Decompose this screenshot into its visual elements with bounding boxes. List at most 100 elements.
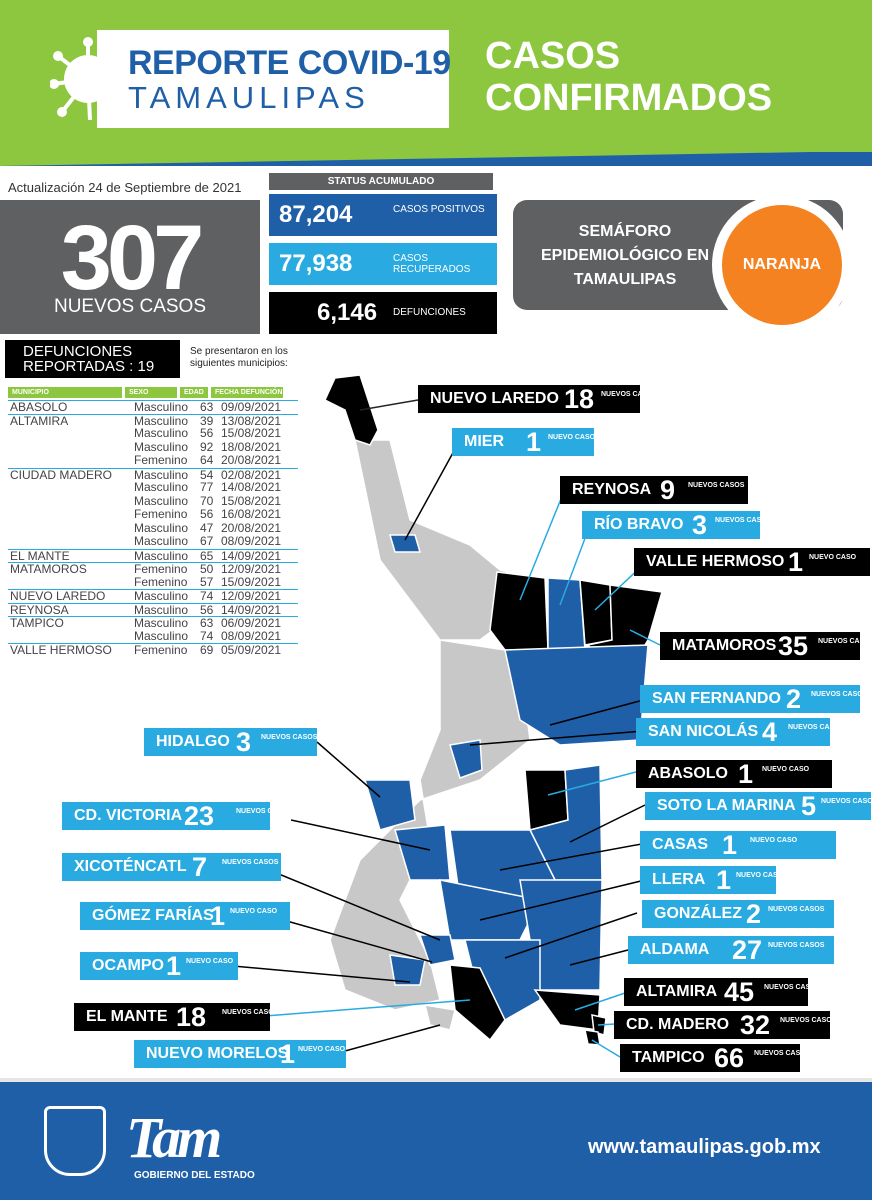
mun-cases: 3 — [692, 510, 708, 540]
table-row: TAMPICO Masculino 63 06/09/2021 — [8, 616, 298, 630]
mun-suffix: NUEVOS CASOS — [788, 724, 845, 731]
footer — [0, 1082, 872, 1200]
mun-cases: 1 — [788, 547, 804, 577]
label-valle-hermoso: VALLE HERMOSO 1 NUEVO CASO — [634, 547, 870, 577]
label-llera: LLERA 1 NUEVO CASO — [640, 865, 783, 895]
mun-cases: 1 — [716, 865, 732, 895]
mun-suffix: NUEVOS CASOS — [768, 906, 825, 913]
col-sexo: SEXO — [125, 387, 177, 398]
update-date: Actualización 24 de Septiembre de 2021 — [8, 180, 242, 195]
cell-municipio: EL MANTE — [10, 548, 70, 563]
label-soto-la-marina: SOTO LA MARINA 5 NUEVOS CASOS — [645, 791, 872, 821]
cell-sexo: Femenino — [134, 453, 188, 467]
mun-cases: 2 — [786, 684, 802, 714]
table-row: REYNOSA Masculino 56 14/09/2021 — [8, 602, 298, 617]
mun-name: TAMPICO — [632, 1049, 705, 1066]
col-municipio: MUNICIPIO — [8, 387, 122, 398]
label-hidalgo: HIDALGO 3 NUEVOS CASOS — [144, 727, 317, 757]
leader-line — [574, 991, 629, 1011]
mun-name: SAN NICOLÁS — [648, 723, 759, 740]
mun-suffix: NUEVOS CASOS — [715, 517, 772, 524]
mun-cases: 66 — [714, 1043, 745, 1073]
leader-line — [547, 771, 637, 796]
cell-sexo: Masculino — [134, 589, 189, 603]
map-el-mante — [449, 964, 506, 1042]
state-seal-icon — [44, 1106, 106, 1176]
table-row: Masculino 74 08/09/2021 — [8, 628, 298, 644]
mun-name: NUEVO MORELOS — [146, 1045, 289, 1062]
cell-fecha: 09/09/2021 — [221, 400, 282, 414]
map-valle-hermoso — [579, 579, 613, 646]
mun-name: RÍO BRAVO — [594, 516, 684, 533]
cell-edad: 57 — [200, 574, 214, 589]
mun-cases: 27 — [732, 935, 763, 965]
cell-sexo: Masculino — [134, 520, 189, 535]
table-row: Masculino 70 15/08/2021 — [8, 493, 298, 509]
cell-municipio: CIUDAD MADERO — [10, 467, 113, 482]
mun-name: OCAMPO — [92, 957, 164, 974]
cell-sexo: Masculino — [134, 439, 189, 454]
mun-suffix: NUEVO CASO — [298, 1046, 346, 1053]
table-row: Masculino 92 18/08/2021 — [8, 439, 298, 455]
government-logo: Tam — [126, 1105, 222, 1170]
cell-fecha: 16/08/2021 — [221, 507, 282, 521]
cell-sexo: Masculino — [134, 480, 189, 494]
cell-edad: 54 — [200, 467, 214, 482]
website-link[interactable]: www.tamaulipas.gob.mx — [588, 1136, 821, 1158]
cell-sexo: Masculino — [134, 413, 189, 428]
government-label: GOBIERNO DEL ESTADO — [134, 1170, 255, 1181]
cell-fecha: 13/08/2021 — [221, 413, 282, 428]
cell-edad: 64 — [200, 453, 214, 467]
mun-cases: 45 — [724, 977, 755, 1007]
cell-edad: 39 — [200, 413, 214, 428]
mun-suffix: NUEVOS CASOS — [236, 808, 293, 815]
mun-suffix: NUEVOS CASOS — [780, 1017, 837, 1024]
state-name: TAMAULIPAS — [128, 80, 370, 115]
stat-positive-value: 87,204 — [279, 201, 353, 228]
table-row: ALTAMIRA Masculino 39 13/08/2021 — [8, 413, 298, 428]
cell-fecha: 12/09/2021 — [221, 589, 282, 603]
leader-line — [549, 698, 648, 726]
new-cases-label: NUEVOS CASOS — [53, 296, 207, 317]
stat-deaths-label: DEFUNCIONES — [393, 307, 466, 318]
mun-cases: 9 — [660, 475, 676, 505]
cell-edad: 63 — [200, 616, 214, 630]
stat-recovered-value: 77,938 — [279, 250, 353, 277]
mun-cases: 1 — [280, 1039, 296, 1069]
cell-municipio: ALTAMIRA — [10, 413, 69, 428]
semaforo-title: SEMÁFORO EPIDEMIOLÓGICO EN TAMAULIPAS — [540, 223, 709, 288]
cell-sexo: Masculino — [134, 602, 189, 617]
leader-line — [344, 1024, 441, 1052]
mun-name: CD. MADERO — [626, 1016, 730, 1033]
cell-fecha: 15/08/2021 — [221, 493, 282, 508]
mun-suffix: NUEVOS CASOS — [821, 798, 872, 805]
mun-suffix: NUEVOS CASOS — [818, 638, 872, 645]
label-nuevo-morelos: NUEVO MORELOS 1 NUEVO CASO — [134, 1039, 346, 1069]
mun-cases: 1 — [738, 759, 754, 789]
cell-fecha: 05/09/2021 — [221, 643, 282, 657]
table-row: Masculino 56 15/08/2021 — [8, 426, 298, 441]
label-ocampo: OCAMPO 1 NUEVO CASO — [80, 951, 238, 981]
leader-line — [629, 629, 661, 646]
mun-suffix: NUEVOS CASOS — [811, 691, 868, 698]
label-altamira: ALTAMIRA 45 NUEVOS CASOS — [624, 977, 820, 1007]
table-row: VALLE HERMOSO Femenino 69 05/09/2021 — [8, 643, 298, 657]
mun-name: VALLE HERMOSO — [646, 553, 785, 570]
mun-cases: 1 — [210, 901, 226, 931]
mun-name: XICOTÉNCATL — [74, 858, 187, 875]
mun-name: HIDALGO — [156, 733, 230, 750]
map-gomez-farias — [418, 934, 456, 966]
label-xicotencatl: XICOTÉNCATL 7 NUEVOS CASOS — [62, 852, 281, 882]
mun-suffix: NUEVOS CASOS — [768, 942, 825, 949]
leader-line — [290, 819, 431, 851]
deaths-table: ABASOLO Masculino 63 09/09/2021 ALTAMIRA Masc… — [8, 400, 298, 657]
cell-fecha: 08/09/2021 — [221, 628, 282, 643]
mun-suffix: NUEVO CASO — [809, 554, 857, 561]
mun-suffix: NUEVO CASO — [762, 766, 810, 773]
report-title: REPORTE COVID-19 — [128, 44, 451, 82]
mun-name: EL MANTE — [86, 1008, 168, 1025]
leader-line — [499, 842, 648, 871]
mun-cases: 7 — [192, 852, 208, 882]
label-casas: CASAS 1 NUEVO CASO — [640, 830, 836, 860]
mun-cases: 18 — [176, 1002, 207, 1032]
